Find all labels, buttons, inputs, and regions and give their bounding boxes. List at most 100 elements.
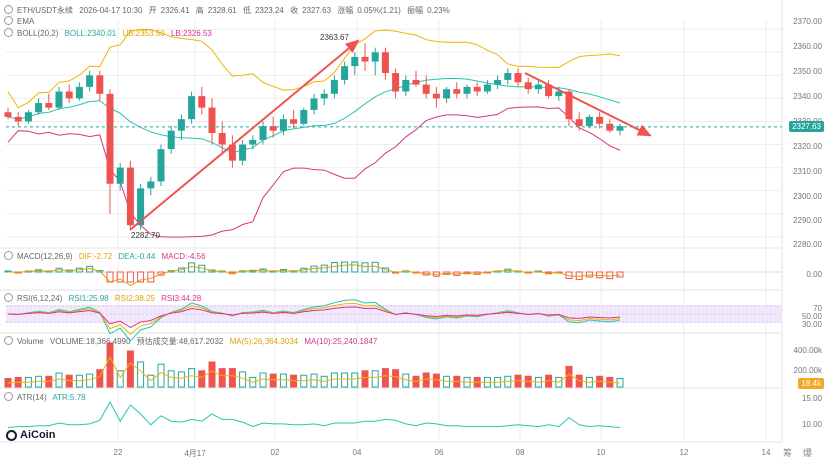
candle-body <box>330 79 338 94</box>
candle-body <box>555 91 563 97</box>
macd-tick: 0.00 <box>806 270 822 279</box>
rsi-tick: 30.00 <box>801 320 822 329</box>
macd-value: MACD:-4.56 <box>161 252 206 261</box>
volume-bar <box>86 373 94 388</box>
time-tick: 4月17 <box>184 449 206 458</box>
candle-body <box>239 144 247 161</box>
candle-body <box>565 91 573 120</box>
low-annotation: 2282.70 <box>131 231 160 240</box>
volume-bar <box>269 373 277 388</box>
vol-tick: 200.00k <box>793 366 822 375</box>
volume-bar <box>218 368 226 388</box>
visibility-icon[interactable] <box>4 251 13 260</box>
volume-tag: 18.4k <box>798 378 824 389</box>
candle-body <box>494 79 502 85</box>
candle-body <box>116 167 124 184</box>
vol-tick: 400.00k <box>793 346 822 355</box>
time-tick: 08 <box>515 448 525 457</box>
liquidation-button[interactable]: 爆 <box>803 448 813 458</box>
candle-body <box>228 144 236 161</box>
visibility-icon[interactable] <box>4 293 13 302</box>
macd-bar <box>341 261 349 273</box>
candle-body <box>341 66 349 80</box>
current-price-tag: 2327.63 <box>789 121 824 132</box>
volume-bar <box>198 370 206 388</box>
candle-body <box>188 96 196 120</box>
low-label: 低 <box>242 6 251 15</box>
candle-body <box>575 119 583 127</box>
rsi-header: RSI(6,12,24) RSI1:25.98 RSI2:38.25 RSI3:… <box>4 293 205 304</box>
atr-value: ATR:5.78 <box>52 393 86 402</box>
open-value: 2326.41 <box>160 6 190 15</box>
rsi-label: RSI(6,12,24) <box>17 294 63 303</box>
candle-body <box>177 119 185 131</box>
candle-body <box>524 82 532 90</box>
candle-body <box>24 112 32 122</box>
visibility-icon[interactable] <box>4 16 13 25</box>
price-tick: 2280.00 <box>793 240 822 249</box>
candle-body <box>35 103 43 113</box>
amp-value: 0.23% <box>427 6 450 15</box>
macd-bar <box>126 271 134 283</box>
candle-body <box>208 107 216 133</box>
volume-bar <box>341 372 349 388</box>
dif-value: DIF:-2.72 <box>78 252 113 261</box>
volume-estimate: 预估成交量:48,617.2032 <box>136 337 224 346</box>
high-value: 2328.61 <box>207 6 237 15</box>
macd-bar <box>351 261 359 273</box>
candle-body <box>198 96 206 108</box>
visibility-icon[interactable] <box>4 392 13 401</box>
macd-header: MACD(12,26,9) DIF:-2.72 DEA:-0.44 MACD:-… <box>4 251 210 262</box>
atr-tick: 15.00 <box>801 394 822 403</box>
volume-bar <box>208 361 216 388</box>
rsi2-value: RSI2:38.25 <box>114 294 155 303</box>
candle-body <box>504 73 512 80</box>
vol-ma5-value: MA(5):26,364.3034 <box>229 337 299 346</box>
candle-body <box>463 86 471 94</box>
candle-body <box>45 103 53 108</box>
price-tick: 2300.00 <box>793 192 822 201</box>
open-label: 开 <box>148 6 157 15</box>
visibility-icon[interactable] <box>4 5 13 14</box>
macd-bar <box>167 270 175 273</box>
volume-bar <box>371 370 379 388</box>
volume-bar <box>96 369 104 388</box>
macd-bar <box>616 271 624 278</box>
chip-button[interactable]: 筹 <box>783 448 793 458</box>
close-label: 收 <box>290 6 299 15</box>
candle-body <box>96 75 104 94</box>
price-tick: 2290.00 <box>793 216 822 225</box>
volume-bar <box>381 368 389 388</box>
macd-bar <box>116 271 124 283</box>
price-header: ETH/USDT永续 2026-04-17 10:30 开 2326.41 高 23… <box>4 5 454 16</box>
low-value: 2323.24 <box>254 6 284 15</box>
price-tick: 2360.00 <box>793 42 822 51</box>
boll-lower-line <box>7 106 621 238</box>
macd-bar <box>137 271 145 283</box>
rsi-tick: 70 <box>813 304 822 313</box>
boll-upper-line <box>7 28 621 109</box>
volume-bar <box>320 375 328 388</box>
candle-body <box>279 119 287 131</box>
candle-body <box>320 93 328 99</box>
boll-low-value: LB:2326.53 <box>170 29 212 38</box>
volume-bar <box>351 372 359 388</box>
candle-body <box>290 119 298 124</box>
candle-body <box>585 116 593 127</box>
price-tick: 2340.00 <box>793 92 822 101</box>
change-label: 涨幅 <box>337 6 354 15</box>
candle-body <box>361 56 369 62</box>
uptrend-arrow <box>129 39 360 231</box>
close-value: 2327.63 <box>302 6 332 15</box>
atr-label: ATR(14) <box>17 393 47 402</box>
candle-body <box>392 73 400 92</box>
macd-bar <box>585 271 593 278</box>
boll-up-value: UB:2353.50 <box>122 29 165 38</box>
candle-body <box>218 133 226 145</box>
candle-body <box>75 86 83 99</box>
visibility-icon[interactable] <box>4 28 13 37</box>
candle-body <box>453 89 461 94</box>
macd-bar <box>330 262 338 273</box>
visibility-icon[interactable] <box>4 336 13 345</box>
